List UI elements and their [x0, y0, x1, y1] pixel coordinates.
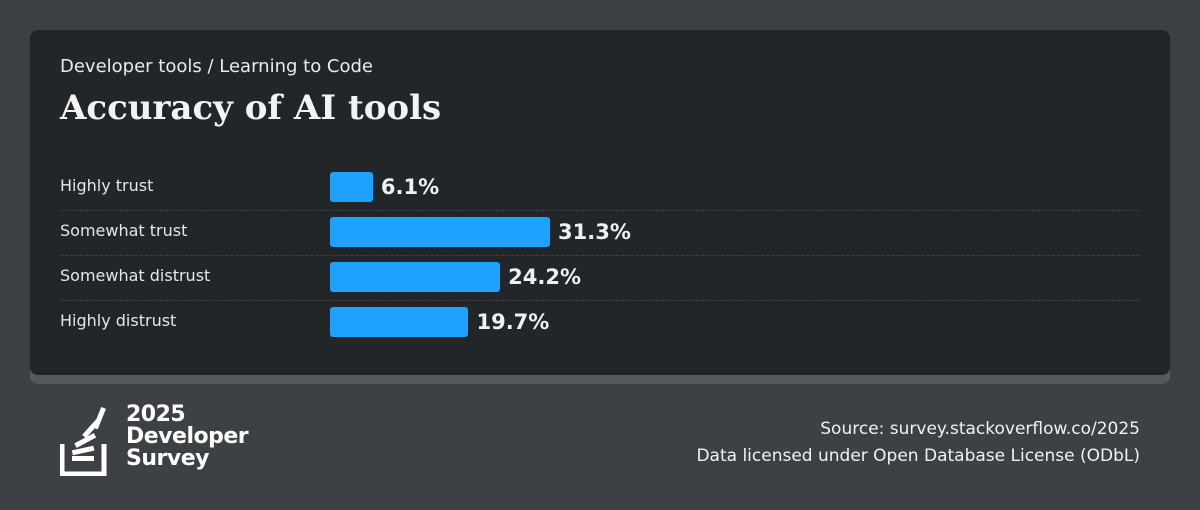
bar-chart: Highly trust 6.1% Somewhat trust 31.3% Somew… [60, 166, 1140, 346]
value-label: 24.2% [508, 265, 581, 289]
value-label: 31.3% [558, 220, 631, 244]
chart-row: Somewhat distrust 24.2% [60, 256, 1140, 301]
bar [330, 217, 551, 247]
page-title: Accuracy of AI tools [60, 88, 442, 128]
chart-card: Developer tools / Learning to Code Accur… [30, 30, 1170, 375]
category-label: Somewhat distrust [60, 266, 211, 285]
chart-row: Highly trust 6.1% [60, 166, 1140, 211]
category-label: Highly distrust [60, 311, 177, 330]
logo-developer: Developer [126, 424, 249, 449]
stackoverflow-survey-icon [60, 407, 107, 476]
category-label: Somewhat trust [60, 221, 188, 240]
bar [330, 172, 373, 202]
value-label: 6.1% [380, 175, 440, 199]
row-divider [60, 300, 1140, 301]
breadcrumb: Developer tools / Learning to Code [60, 56, 374, 77]
category-label: Highly trust [60, 176, 154, 195]
logo-year: 2025 [126, 402, 186, 427]
chart-row: Highly distrust 19.7% [60, 301, 1140, 346]
source-link[interactable]: Source: survey.stackoverflow.co/2025 [820, 419, 1140, 439]
bar [330, 307, 469, 337]
row-divider [60, 255, 1140, 256]
logo-survey: Survey [126, 446, 209, 471]
row-divider [60, 210, 1140, 211]
logo-text: 2025 Developer Survey [126, 404, 266, 470]
license-text: Data licensed under Open Database Licens… [696, 446, 1140, 466]
chart-row: Somewhat trust 31.3% [60, 211, 1140, 256]
bar [330, 262, 501, 292]
footer: Source: survey.stackoverflow.co/2025 Dat… [696, 416, 1140, 470]
value-label: 19.7% [476, 310, 550, 334]
